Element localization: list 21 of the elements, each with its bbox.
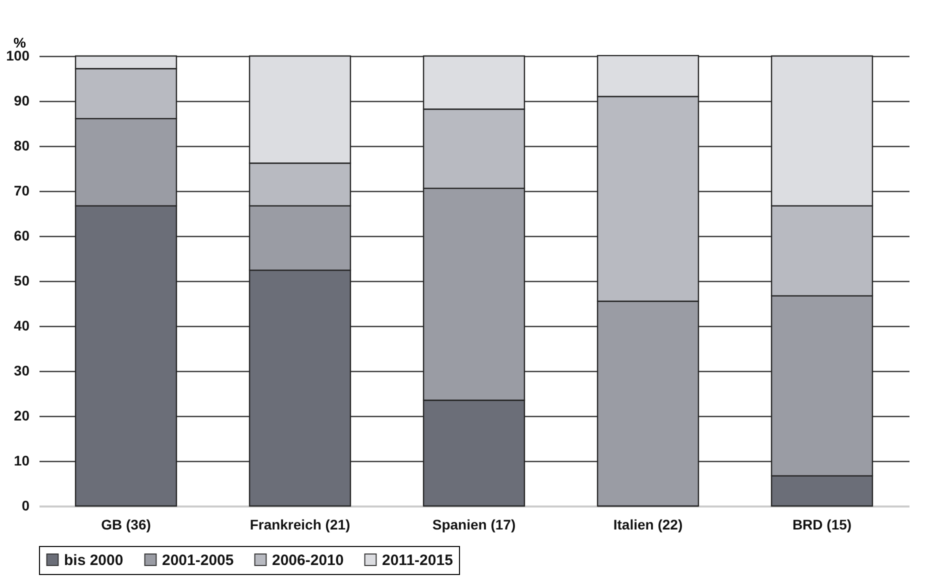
y-tick-label: 0 — [22, 498, 30, 514]
y-tick-label: 80 — [14, 138, 30, 154]
x-tick-label: BRD (15) — [792, 516, 852, 532]
x-tick-label: Italien (22) — [613, 516, 683, 532]
y-tick-label: 50 — [14, 272, 30, 288]
y-tick-label: 100 — [6, 48, 30, 64]
y-tick-label: 20 — [14, 408, 30, 424]
legend-label: 2001-2005 — [162, 552, 234, 569]
y-tick-label: 40 — [14, 318, 30, 334]
x-tick-label: Frankreich (21) — [250, 516, 350, 532]
y-tick-label: 70 — [14, 182, 30, 198]
y-tick-label: 60 — [14, 228, 30, 244]
legend-label: 2011-2015 — [382, 552, 453, 569]
legend-label: bis 2000 — [64, 552, 124, 569]
legend-label: 2006-2010 — [272, 552, 344, 569]
x-tick-label: Spanien (17) — [432, 516, 516, 532]
y-tick-label: 30 — [14, 362, 30, 378]
y-tick-label: 90 — [14, 92, 30, 108]
y-axis-title: % — [14, 34, 26, 50]
x-tick-label: GB (36) — [101, 516, 151, 532]
y-tick-label: 10 — [14, 452, 30, 468]
